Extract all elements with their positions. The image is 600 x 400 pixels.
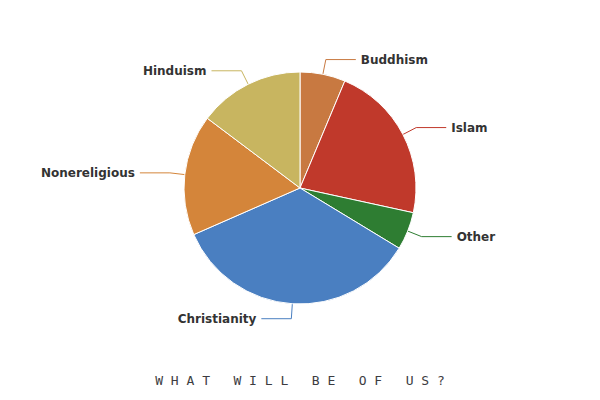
svg-text:Other: Other [457, 230, 496, 244]
svg-text:Christianity: Christianity [178, 312, 257, 326]
svg-text:Buddhism: Buddhism [361, 53, 428, 67]
svg-text:Islam: Islam [451, 121, 487, 135]
svg-text:W H A T W I L L B E O F: W H A T W I L L B E O F U S ? [155, 373, 445, 388]
svg-text:Nonereligious: Nonereligious [41, 166, 135, 180]
svg-text:Hinduism: Hinduism [143, 64, 207, 78]
